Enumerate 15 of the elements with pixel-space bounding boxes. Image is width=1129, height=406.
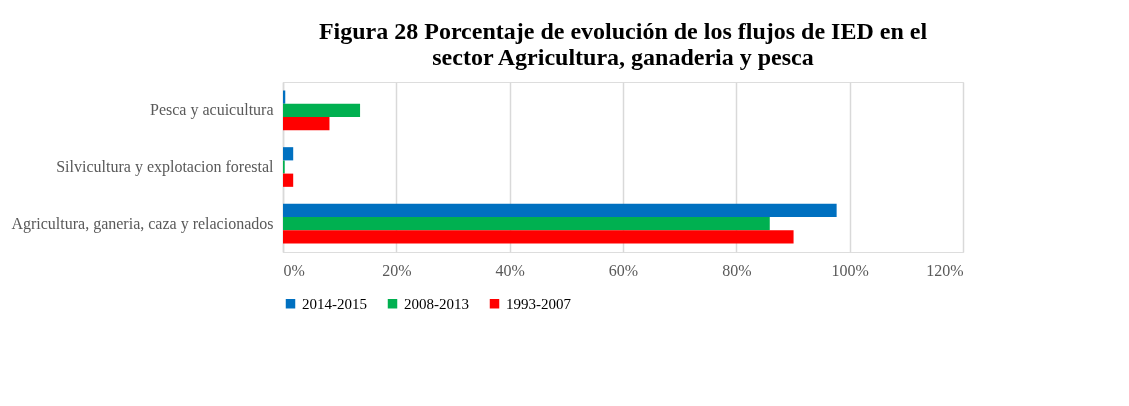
x-tick-label: 0% bbox=[283, 261, 305, 279]
x-tick-label: 20% bbox=[382, 261, 412, 279]
y-tick-label: Pesca y acuicultura bbox=[150, 101, 274, 120]
y-tick-label: Agricultura, ganeria, caza y relacionados bbox=[11, 214, 274, 233]
x-tick-label: 100% bbox=[831, 261, 869, 279]
legend-label: 2008-2013 bbox=[404, 295, 469, 312]
x-tick-label: 80% bbox=[722, 261, 752, 279]
y-tick-label: Silvicultura y explotacion forestal bbox=[56, 158, 275, 176]
x-tick-label: 120% bbox=[926, 261, 964, 279]
text: sector Agricultura, ganaderia y pesca bbox=[432, 44, 814, 70]
legend-label: 1993-2007 bbox=[506, 295, 572, 312]
x-tick-label: 40% bbox=[495, 261, 525, 279]
x-tick-label: 60% bbox=[608, 261, 639, 279]
legend-label: 2014-2015 bbox=[302, 295, 367, 312]
text: Figura 28 Porcentaje de evolución de los flujos de IED en el bbox=[318, 18, 928, 44]
